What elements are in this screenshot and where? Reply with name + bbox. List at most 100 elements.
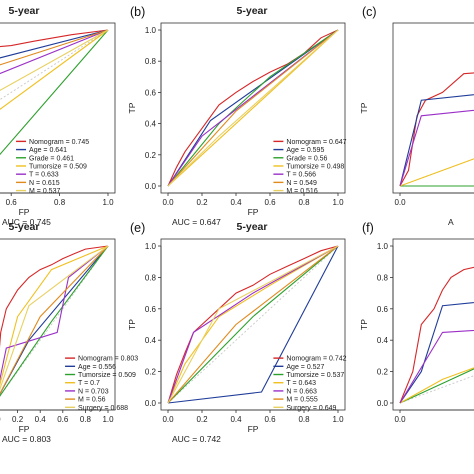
legend-entry: T = 0.633 (29, 172, 59, 179)
legend-entry: T = 0.7 (78, 380, 100, 387)
reference-diagonal (0, 245, 109, 397)
x-tick-label: 0.0 (394, 198, 406, 207)
roc-panel-5: 0.0 0.2 0.4 0.6 0.8 1.00.00.20.40.60.81.0(e) 5… (127, 221, 347, 444)
x-tick-label: 0.0 (0, 415, 1, 424)
y-tick-label: 0.0 (377, 399, 389, 408)
panel-title: 5-year (9, 221, 40, 233)
roc-curve-4 (167, 29, 339, 187)
x-tick-label: 0.8 (54, 198, 66, 207)
y-tick-label: 1.0 (377, 242, 389, 251)
y-axis-label: TP (359, 102, 369, 113)
x-tick-label: 1.0 (102, 415, 114, 424)
legend-entry: N = 0.703 (78, 388, 109, 395)
y-tick-label: 0.2 (377, 368, 389, 377)
legend-entry: Nomogram = 0.647 (286, 139, 346, 146)
panel-title: 5-year (237, 5, 268, 17)
roc-curve-2 (0, 29, 109, 59)
legend-entry: M = 0.516 (286, 188, 317, 195)
roc-curve-6 (0, 245, 109, 395)
legend-entry: Age = 0.556 (78, 364, 116, 371)
y-tick-label: 0.0 (145, 182, 157, 191)
roc-panel-6: 0.00.20.40.00.20.40.60.81.0(f)TP (359, 221, 474, 424)
y-tick-label: 1.0 (145, 242, 157, 251)
legend-entry: Tumorsize = 0.509 (29, 163, 87, 170)
roc-curve-4 (167, 245, 339, 404)
plot-frame (392, 22, 474, 194)
roc-curve-3 (399, 368, 474, 404)
legend-entry: Grade = 0.56 (286, 155, 327, 162)
legend-entry: Nomogram = 0.803 (78, 356, 138, 363)
roc-curve-6 (167, 29, 339, 187)
y-tick-label: 0.6 (377, 305, 389, 314)
x-tick-label: 0.4 (230, 415, 242, 424)
panel-title: 5-year (237, 221, 268, 233)
roc-curve-6 (0, 29, 109, 66)
roc-curve-2 (167, 245, 339, 404)
x-tick-label: 0.4 (35, 415, 47, 424)
x-tick-label: 0.0 (162, 415, 174, 424)
roc-curve-1 (0, 245, 109, 348)
legend-entry: Age = 0.527 (286, 364, 324, 371)
roc-curve-3 (0, 29, 109, 156)
legend-entry: N = 0.549 (286, 180, 317, 187)
auc-label: AUC = 0.745 (2, 217, 51, 227)
legend-entry: Nomogram = 0.742 (286, 356, 346, 363)
roc-curve-5 (167, 245, 339, 404)
y-axis-label: TP (359, 319, 369, 330)
roc-curve-3 (0, 245, 109, 397)
legend-entry: Age = 0.641 (29, 147, 67, 154)
y-axis-label: TP (127, 319, 137, 330)
roc-curve-1 (399, 72, 474, 187)
legend-entry: N = 0.663 (286, 388, 317, 395)
roc-curve-2 (399, 302, 474, 404)
x-tick-label: 0.6 (6, 198, 18, 207)
y-tick-label: 0.6 (145, 305, 157, 314)
legend-entry: Grade = 0.461 (29, 155, 74, 162)
legend-entry: Tumorsize = 0.509 (78, 372, 136, 379)
x-tick-label: 0.8 (80, 415, 92, 424)
roc-curve-7 (0, 29, 109, 91)
x-tick-label: 0.2 (196, 415, 208, 424)
legend-entry: Age = 0.595 (286, 147, 324, 154)
auc-label: AUC = 0.742 (172, 434, 221, 444)
panel-label: (e) (130, 221, 145, 235)
x-tick-label: 0.8 (298, 415, 310, 424)
x-tick-label: 0.0 (162, 198, 174, 207)
y-tick-label: 0.4 (377, 336, 389, 345)
roc-curve-3 (167, 29, 339, 187)
roc-curve-3 (400, 185, 474, 187)
x-tick-label: 1.0 (332, 198, 344, 207)
y-tick-label: 0.8 (145, 57, 157, 66)
roc-curve-2 (167, 29, 339, 187)
x-tick-label: 0.6 (264, 198, 276, 207)
auc-label: A (448, 217, 454, 227)
panel-title: 5-year (9, 5, 40, 17)
roc-curve-4 (399, 158, 474, 187)
x-axis-label: FP (19, 424, 30, 434)
roc-curve-5 (399, 329, 474, 404)
panel-label: (b) (130, 5, 145, 19)
roc-curve-2 (399, 94, 474, 187)
x-tick-label: 1.0 (332, 415, 344, 424)
roc-panel-3: 0.00.20.4(c)TPA (359, 5, 474, 227)
roc-curve-5 (399, 109, 474, 187)
x-axis-label: FP (248, 424, 259, 434)
roc-curve-1 (399, 266, 474, 404)
legend-entry: N = 0.615 (29, 180, 60, 187)
x-tick-label: 0.6 (57, 415, 69, 424)
legend-entry: T = 0.643 (286, 380, 316, 387)
y-tick-label: 0.0 (145, 399, 157, 408)
legend-entry: T = 0.566 (286, 172, 316, 179)
roc-curve-7 (167, 29, 339, 187)
legend-entry: Tumorsize = 0.537 (286, 372, 344, 379)
roc-curve-3 (167, 245, 339, 404)
panel-label: (f) (362, 221, 374, 235)
x-tick-label: 0.2 (12, 415, 24, 424)
roc-curve-1 (0, 29, 109, 48)
reference-diagonal (167, 245, 339, 404)
x-axis-label: FP (19, 207, 30, 217)
roc-curve-7 (0, 245, 109, 391)
panel-label: (c) (362, 5, 377, 19)
y-axis-label: TP (127, 102, 137, 113)
